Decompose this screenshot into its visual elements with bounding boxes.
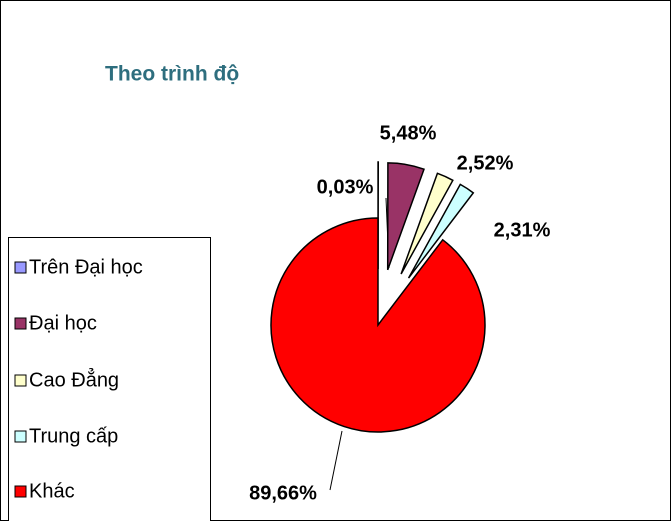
data-label: 0,03% [317,176,374,198]
pie-slice [270,217,486,433]
pie-slice [400,172,454,275]
legend-label: Đại học [29,312,97,334]
legend-label: Trên Đại học [29,256,143,278]
legend-label: Cao Đẳng [29,367,119,391]
chart-title: Theo trình độ [105,63,239,86]
pie-slice [407,183,475,279]
legend-marker [14,485,27,498]
legend-label: Khác [29,480,75,502]
legend-marker [14,374,27,387]
data-label: 89,66% [249,482,317,504]
data-label: 5,48% [380,122,437,144]
legend-label: Trung cấp [29,425,118,447]
legend-marker [14,430,27,443]
leader-line [329,430,343,491]
legend-box [8,237,211,521]
data-label: 2,31% [494,219,551,241]
legend-marker [14,317,27,330]
data-label: 2,52% [457,152,514,174]
pie-slice [386,162,425,271]
legend-marker [14,261,27,274]
